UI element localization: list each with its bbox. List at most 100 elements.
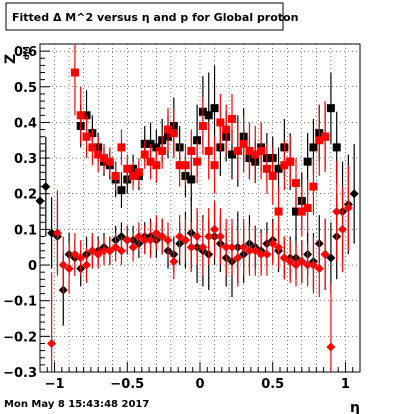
data-point-square [303, 157, 312, 166]
data-point-square [210, 104, 219, 113]
data-point-diamond [297, 256, 307, 266]
data-point-diamond [186, 242, 196, 252]
data-point-diamond [285, 256, 295, 266]
data-point-diamond [320, 249, 330, 259]
grid-lines [40, 44, 360, 373]
data-point-square [233, 146, 242, 155]
data-point-diamond [192, 232, 202, 242]
y-tick-label: 0.4 [14, 116, 37, 131]
data-point-diamond [151, 228, 161, 238]
x-tick-label: 0.5 [261, 377, 284, 392]
data-point-diamond [204, 232, 214, 242]
data-point-diamond [233, 253, 243, 263]
x-tick-label: −1 [45, 377, 65, 392]
data-point-square [274, 164, 283, 173]
data-point-diamond [47, 338, 57, 348]
data-point-square [268, 171, 277, 180]
data-point-square [105, 157, 114, 166]
y-tick-label: 0.6 [14, 45, 37, 60]
data-point-square [210, 161, 219, 170]
y-tick-label: 0.1 [14, 223, 37, 238]
data-point-square [117, 143, 126, 152]
y-tick-label: −0.1 [3, 295, 37, 310]
data-point-diamond [82, 260, 92, 270]
y-tick-label: 0.2 [14, 188, 37, 203]
data-point-square [303, 204, 312, 212]
data-point-square [239, 139, 248, 148]
data-point-diamond [140, 235, 150, 245]
data-point-square [222, 125, 231, 134]
data-point-diamond [175, 232, 185, 242]
data-point-square [146, 157, 155, 166]
data-point-square [297, 207, 306, 216]
data-point-square [262, 164, 271, 173]
data-point-square [292, 207, 300, 216]
data-point-square [321, 132, 330, 141]
data-point-square [94, 150, 103, 159]
data-point-diamond [227, 242, 237, 252]
data-point-diamond [274, 242, 284, 252]
data-point-diamond [47, 228, 57, 238]
data-point-square [117, 186, 126, 195]
data-point-diamond [76, 253, 86, 263]
data-point-square [216, 118, 225, 127]
data-point-square [193, 157, 202, 166]
data-point-square [245, 146, 254, 155]
data-point-diamond [157, 232, 167, 242]
data-point-diamond [314, 264, 324, 274]
data-point-diamond [308, 260, 318, 270]
data-point-square [280, 161, 289, 170]
data-point-square [332, 143, 341, 152]
data-point-square [70, 68, 79, 77]
data-point-square [204, 146, 213, 155]
data-point-square [175, 161, 184, 170]
data-point-diamond [326, 253, 336, 263]
data-point-diamond [256, 249, 266, 259]
y-tick-label: 0.5 [14, 81, 37, 96]
data-point-square [309, 143, 318, 152]
data-point-square [76, 111, 85, 120]
data-point-square [251, 150, 260, 159]
data-point-diamond [343, 203, 353, 213]
data-point-diamond [279, 253, 289, 263]
data-point-square [257, 146, 266, 155]
x-tick-label: 0 [195, 377, 204, 392]
data-point-square [158, 146, 167, 155]
y-axis-label-group: Z dM [3, 46, 31, 64]
data-point-diamond [105, 246, 115, 256]
data-point-diamond [338, 224, 348, 234]
data-point-diamond [180, 235, 190, 245]
data-point-square [187, 146, 196, 155]
data-point-square [274, 207, 283, 216]
data-point-square [100, 154, 108, 163]
data-point-square [169, 129, 178, 138]
data-point-diamond [122, 235, 132, 245]
data-point-diamond [58, 260, 68, 270]
data-point-diamond [326, 342, 336, 352]
data-point-diamond [52, 228, 62, 238]
data-point-square [181, 161, 190, 170]
data-point-square [292, 179, 300, 188]
data-point-diamond [35, 196, 45, 206]
x-tick-label: −0.5 [110, 377, 144, 392]
chart-title: Fitted Δ M^2 versus η and p for Global p… [12, 11, 298, 24]
data-point-square [123, 164, 132, 173]
data-point-diamond [70, 249, 80, 259]
data-point-diamond [221, 242, 231, 252]
data-point-square [82, 132, 91, 141]
data-point-diamond [215, 232, 225, 242]
data-point-diamond [134, 232, 144, 242]
data-point-diamond [210, 224, 220, 234]
data-point-square [198, 122, 207, 130]
data-point-diamond [303, 260, 313, 270]
data-point-diamond [250, 246, 260, 256]
data-point-diamond [64, 264, 74, 274]
y-tick-label: −0.2 [3, 330, 37, 345]
series-3 [47, 161, 353, 372]
x-tick-label: 1 [341, 377, 350, 392]
data-point-square [315, 136, 324, 145]
data-point-diamond [116, 246, 126, 256]
data-point-square [164, 125, 172, 134]
y-axis-label-subscript: dM [22, 46, 31, 60]
